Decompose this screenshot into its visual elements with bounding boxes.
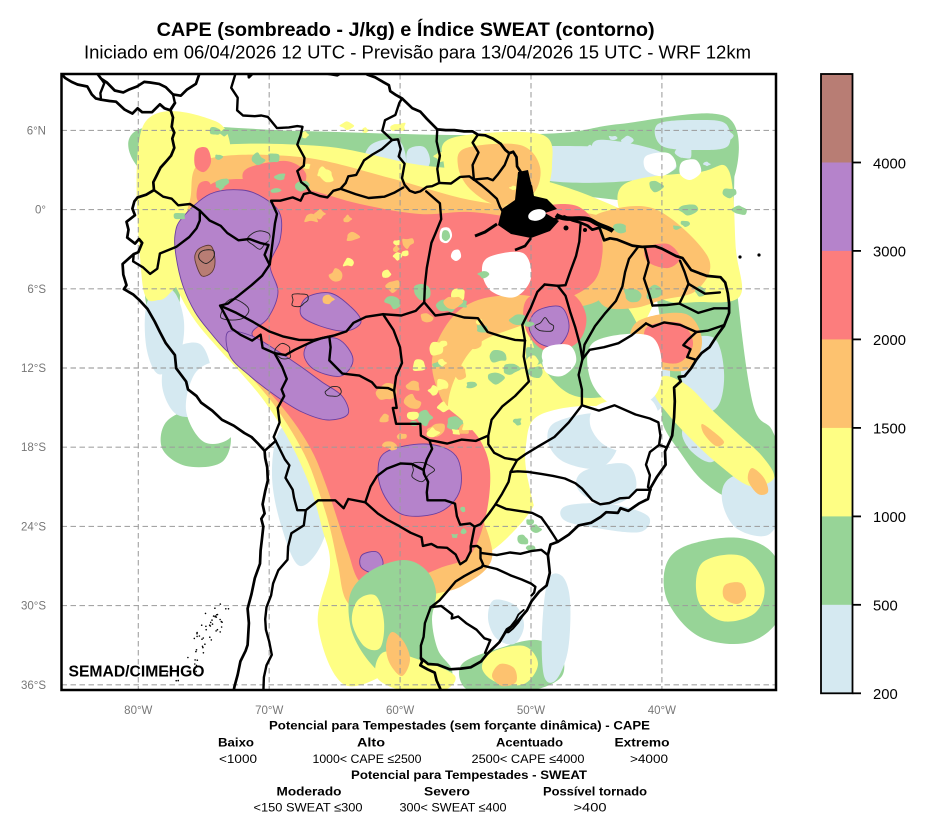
svg-text:80°W: 80°W — [124, 705, 152, 717]
svg-text:CAPE (sombreado - J/kg) e Índi: CAPE (sombreado - J/kg) e Índice SWEAT (… — [157, 18, 655, 41]
svg-text:Possível tornado: Possível tornado — [543, 784, 648, 798]
svg-text:30°S: 30°S — [21, 601, 46, 613]
svg-text:500: 500 — [873, 599, 898, 615]
svg-text:1000: 1000 — [873, 510, 906, 526]
svg-text:36°S: 36°S — [21, 680, 46, 692]
svg-text:40°W: 40°W — [648, 705, 676, 717]
svg-text:12°S: 12°S — [21, 363, 46, 375]
svg-text:Potencial para Tempestades - S: Potencial para Tempestades - SWEAT — [351, 768, 588, 782]
svg-text:Potencial para Tempestades (se: Potencial para Tempestades (sem forçante… — [269, 719, 650, 733]
svg-text:Iniciado em 06/04/2026 12 UTC: Iniciado em 06/04/2026 12 UTC - Previsão… — [84, 42, 751, 63]
svg-text:4000: 4000 — [873, 156, 906, 172]
svg-text:1500: 1500 — [873, 422, 906, 438]
svg-text:300< SWEAT ≤400: 300< SWEAT ≤400 — [400, 801, 507, 815]
svg-text:6°N: 6°N — [27, 125, 46, 137]
svg-text:18°S: 18°S — [21, 442, 46, 454]
svg-text:60°W: 60°W — [386, 705, 414, 717]
svg-text:Acentuado: Acentuado — [496, 735, 564, 749]
svg-text:<150 SWEAT ≤300: <150 SWEAT ≤300 — [254, 801, 363, 815]
svg-text:70°W: 70°W — [255, 705, 283, 717]
svg-text:SEMAD/CIMEHGO: SEMAD/CIMEHGO — [69, 664, 205, 681]
svg-text:Extremo: Extremo — [615, 735, 671, 749]
svg-text:24°S: 24°S — [21, 521, 46, 533]
svg-text:50°W: 50°W — [517, 705, 545, 717]
svg-text:Moderado: Moderado — [277, 784, 343, 798]
svg-text:>400: >400 — [574, 801, 607, 815]
svg-text:2000: 2000 — [873, 333, 906, 349]
svg-text:1000< CAPE ≤2500: 1000< CAPE ≤2500 — [313, 752, 422, 766]
svg-text:3000: 3000 — [873, 245, 906, 261]
svg-text:<1000: <1000 — [219, 752, 257, 766]
svg-text:2500< CAPE ≤4000: 2500< CAPE ≤4000 — [472, 752, 585, 766]
svg-text:>4000: >4000 — [630, 752, 668, 766]
svg-text:Alto: Alto — [357, 735, 386, 749]
svg-text:200: 200 — [873, 687, 898, 703]
svg-text:Severo: Severo — [424, 784, 471, 798]
svg-text:Baixo: Baixo — [218, 735, 255, 749]
svg-text:0°: 0° — [35, 205, 46, 217]
svg-text:6°S: 6°S — [27, 284, 46, 296]
